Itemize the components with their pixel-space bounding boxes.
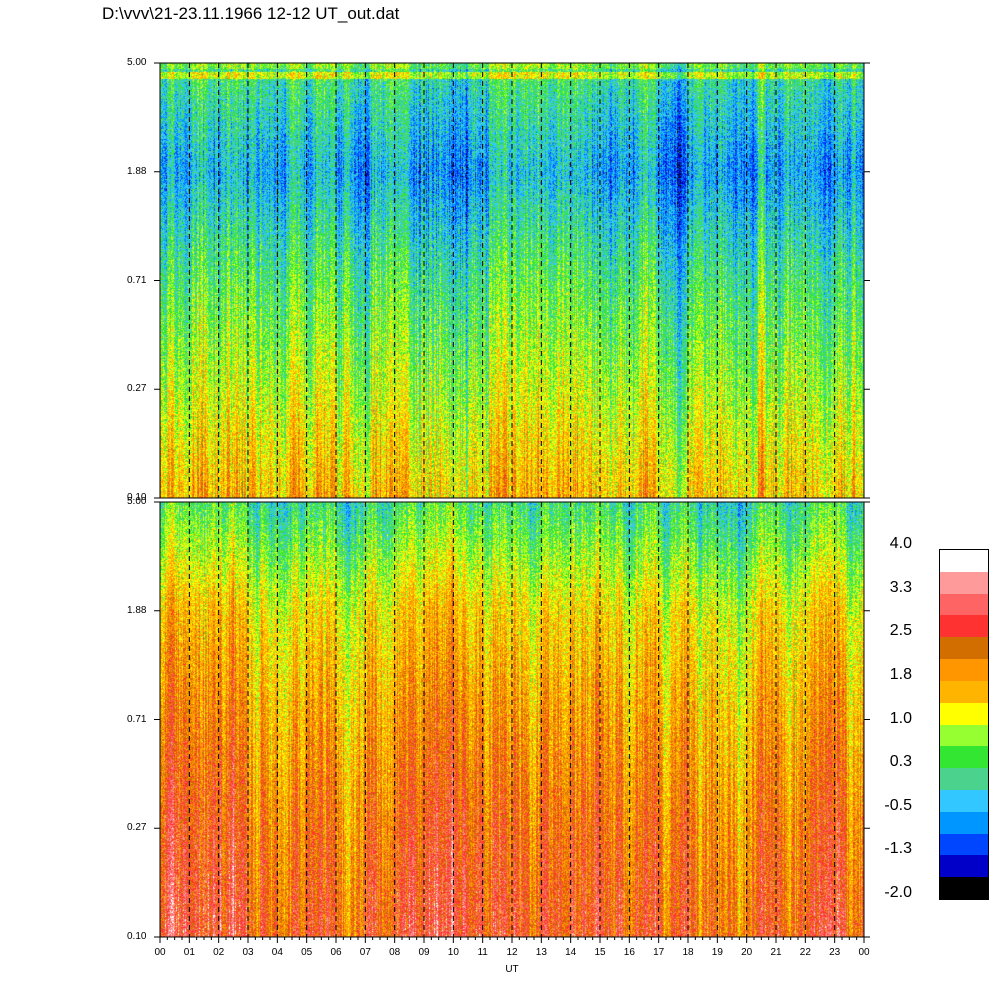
colorbar-swatch — [940, 724, 988, 747]
y-tick-label: 1.88 — [127, 165, 147, 177]
y-tick-label: 0.27 — [127, 383, 147, 395]
colorbar-label: 4.0 — [889, 535, 912, 552]
x-tick-label: 22 — [799, 947, 811, 958]
colorbar-label: 1.0 — [889, 709, 912, 727]
x-tick-label: 07 — [359, 947, 371, 958]
y-tick-label: 0.71 — [127, 713, 147, 725]
colorbar-swatch — [940, 659, 988, 682]
x-tick-label: 15 — [594, 947, 606, 958]
x-tick-label: 11 — [477, 947, 488, 958]
x-tick-label: 10 — [447, 947, 459, 958]
colorbar-swatch — [940, 593, 988, 616]
y-tick-label: 5.00 — [127, 496, 147, 507]
colorbar-swatch — [940, 637, 988, 660]
x-tick-label: 08 — [389, 947, 401, 958]
colorbar-label: -1.3 — [884, 840, 912, 858]
x-tick-label: 04 — [271, 947, 283, 958]
colorbar-swatch — [940, 702, 988, 725]
x-tick-label: 12 — [506, 947, 518, 958]
colorbar-swatch — [940, 855, 988, 878]
x-tick-label: 06 — [330, 947, 342, 958]
x-tick-label: 00 — [858, 947, 870, 958]
x-tick-label: 20 — [741, 947, 753, 958]
colorbar-swatch — [940, 811, 988, 835]
colorbar-swatch — [940, 680, 988, 704]
x-tick-label: 00 — [154, 947, 166, 958]
x-tick-label: 09 — [418, 947, 430, 958]
colorbar-swatch — [940, 877, 988, 900]
x-tick-label: 14 — [565, 947, 577, 958]
colorbar-swatch — [940, 746, 988, 769]
colorbar-label: 3.3 — [889, 578, 912, 596]
y-tick-label: 0.27 — [127, 822, 147, 834]
colorbar-swatch — [940, 571, 988, 595]
colorbar-swatch — [940, 615, 988, 638]
x-tick-label: 13 — [535, 947, 547, 958]
colorbar-swatch — [940, 833, 988, 856]
x-tick-label: 21 — [770, 947, 782, 958]
x-tick-label: 17 — [653, 947, 665, 958]
x-tick-label: 01 — [183, 947, 195, 958]
colorbar-label: -0.5 — [884, 796, 912, 814]
colorbar-swatch — [940, 789, 988, 813]
y-tick-label: 0.10 — [127, 931, 147, 942]
chart-title: D:\vvv\21-23.11.1966 12-12 UT_out.dat — [102, 4, 400, 23]
y-tick-label: 0.71 — [127, 274, 147, 286]
colorbar-label: 2.5 — [889, 622, 912, 640]
colorbar-swatch — [940, 768, 988, 791]
colorbar-label: 0.3 — [889, 753, 912, 771]
y-tick-label: 0.10 — [127, 492, 147, 503]
x-tick-label: 16 — [623, 947, 635, 958]
colorbar-label: 1.8 — [889, 665, 912, 683]
x-tick-label: 23 — [829, 947, 841, 958]
y-tick-label: 1.88 — [127, 604, 147, 616]
x-tick-label: 18 — [682, 947, 694, 958]
y-tick-label: 5.00 — [127, 57, 147, 68]
x-axis-label: UT — [505, 964, 519, 975]
x-tick-label: 19 — [711, 947, 723, 958]
colorbar-swatch — [940, 550, 988, 573]
x-tick-label: 03 — [242, 947, 254, 958]
x-tick-label: 02 — [213, 947, 225, 958]
colorbar — [939, 549, 989, 900]
colorbar-label: -2.0 — [884, 884, 912, 901]
x-tick-label: 05 — [301, 947, 313, 958]
